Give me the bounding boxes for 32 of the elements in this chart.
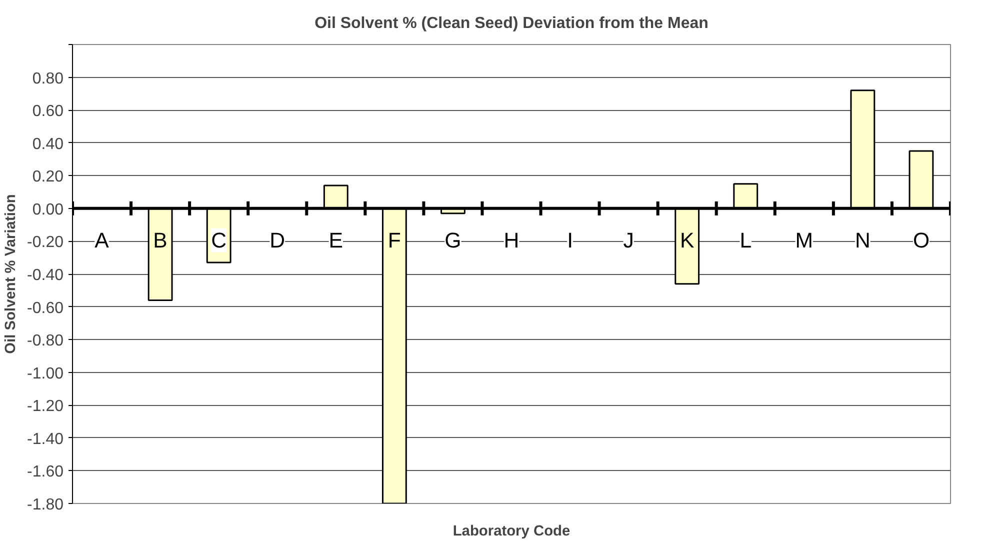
y-tick-label: 0.80 <box>32 70 64 88</box>
x-tick-label: A <box>94 228 110 252</box>
y-tick-label: -1.40 <box>27 430 64 448</box>
y-tick-label: -0.40 <box>27 267 64 284</box>
y-tick-label: -1.80 <box>27 496 64 514</box>
chart-title: Oil Solvent % (Clean Seed) Deviation from the Mean <box>314 15 708 32</box>
y-tick-label: -1.20 <box>27 398 64 416</box>
y-tick-label: 0.00 <box>32 201 64 218</box>
x-tick-label: K <box>680 228 694 252</box>
x-tick-label: L <box>740 228 752 252</box>
x-tick-label: C <box>211 228 227 252</box>
y-axis-title: Oil Solvent % Variation <box>3 194 20 354</box>
x-tick-label: H <box>504 228 520 252</box>
x-axis-title: Laboratory Code <box>452 524 570 540</box>
x-tick-label: M <box>795 228 814 252</box>
y-tick-label: -1.00 <box>27 365 64 382</box>
y-tick-label: -0.60 <box>27 300 64 317</box>
y-tick-label: 0.40 <box>32 136 64 153</box>
x-tick-label: O <box>912 228 930 252</box>
x-tick-label: B <box>153 228 168 252</box>
y-tick-label: -0.80 <box>27 332 64 350</box>
y-tick-label: -1.60 <box>27 464 64 481</box>
y-tick-label: -0.20 <box>27 234 64 252</box>
x-tick-label: J <box>623 228 634 252</box>
x-tick-label: I <box>567 228 574 252</box>
x-tick-label: G <box>444 228 462 252</box>
x-tick-label: F <box>388 228 401 252</box>
x-tick-label: E <box>328 228 344 252</box>
x-tick-label: N <box>855 228 870 252</box>
x-tick-label: D <box>270 228 286 252</box>
y-tick-label: 0.60 <box>32 103 64 120</box>
y-tick-label: 0.20 <box>32 168 64 186</box>
